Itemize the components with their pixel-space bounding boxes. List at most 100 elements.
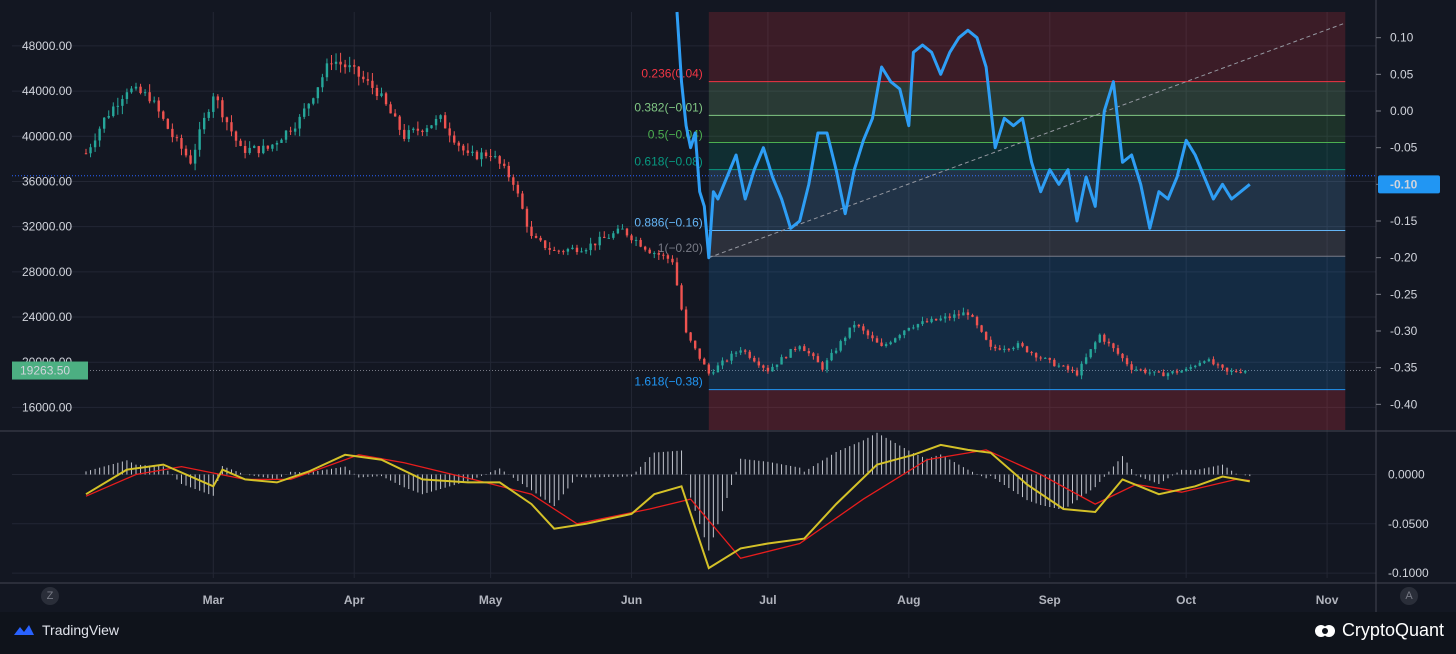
auto-scale-button[interactable]: A: [1400, 587, 1418, 605]
candle-body: [412, 128, 415, 131]
candle-body: [793, 348, 797, 350]
ratio-tick-label: 0.05: [1390, 67, 1414, 81]
candle-body: [125, 92, 129, 100]
candle-body: [1221, 364, 1224, 368]
cryptoquant-icon: [1314, 624, 1335, 637]
candle-body: [439, 115, 442, 119]
fib-level-label: 1.618(−0.38): [634, 375, 702, 389]
candle-body: [443, 115, 447, 129]
candle-body: [998, 348, 1001, 350]
candle-body: [1162, 372, 1165, 377]
candle-body: [307, 103, 310, 109]
candle-body: [471, 151, 474, 153]
candle-body: [171, 128, 174, 138]
candle-body: [330, 63, 333, 65]
zoom-reset-button[interactable]: Z: [41, 587, 59, 605]
candle-body: [371, 80, 374, 88]
candle-body: [875, 338, 879, 343]
candle-body: [894, 338, 897, 343]
candle-body: [1112, 343, 1115, 349]
candle-body: [248, 147, 251, 153]
time-tick-label: May: [479, 593, 503, 607]
candle-body: [162, 111, 165, 119]
candle-body: [666, 255, 670, 259]
candle-body: [266, 145, 270, 149]
fib-zone: [708, 230, 1346, 257]
candle-body: [393, 113, 397, 117]
candle-body: [684, 309, 688, 333]
candle-body: [962, 312, 965, 316]
candle-body: [375, 87, 379, 96]
candle-body: [1153, 371, 1156, 373]
candle-body: [107, 115, 110, 118]
time-tick-label: Oct: [1176, 593, 1196, 607]
candle-body: [1230, 370, 1233, 372]
candle-body: [784, 357, 788, 359]
candle-body: [234, 131, 238, 141]
candle-body: [1157, 371, 1161, 373]
candle-body: [112, 106, 115, 116]
candle-body: [680, 285, 683, 310]
candle-body: [1166, 373, 1170, 377]
candle-body: [93, 140, 97, 148]
ratio-tick-label: 0.10: [1390, 31, 1414, 45]
candle-body: [803, 346, 806, 352]
candle-body: [175, 137, 179, 139]
candle-body: [980, 325, 983, 332]
candle-body: [634, 239, 638, 241]
price-tick-label: 44000.00: [22, 84, 72, 98]
candle-body: [1198, 362, 1201, 366]
candle-body: [730, 353, 733, 361]
candle-body: [1034, 353, 1038, 358]
candle-body: [1053, 359, 1056, 367]
ratio-line: [675, 11, 1251, 260]
time-tick-label: Jul: [759, 593, 776, 607]
candle-body: [880, 342, 883, 347]
candle-body: [662, 254, 665, 256]
candle-body: [612, 233, 615, 238]
tradingview-logo[interactable]: TradingView: [12, 622, 119, 638]
candle-body: [293, 128, 297, 132]
candle-body: [530, 226, 533, 236]
candle-body: [598, 236, 601, 246]
candle-body: [707, 364, 711, 374]
time-tick-label: Sep: [1039, 593, 1061, 607]
candle-body: [1057, 365, 1061, 367]
candle-body: [648, 249, 651, 254]
candle-body: [284, 130, 288, 140]
candle-body: [475, 151, 479, 160]
candle-body: [771, 366, 774, 372]
candle-body: [453, 135, 456, 143]
candle-body: [630, 235, 633, 241]
candle-body: [303, 108, 306, 117]
candle-body: [534, 235, 538, 238]
candle-body: [1080, 363, 1083, 376]
candle-body: [1125, 358, 1129, 365]
candle-body: [994, 346, 997, 349]
time-tick-label: Aug: [897, 593, 920, 607]
price-tick-label: 48000.00: [22, 39, 72, 53]
candle-body: [621, 228, 624, 230]
candle-body: [89, 147, 92, 154]
candle-body: [548, 248, 551, 250]
macd-signal-line: [85, 449, 1250, 560]
candle-body: [1148, 372, 1151, 374]
candle-body: [821, 362, 824, 370]
candle-body: [1098, 334, 1101, 343]
candle-body: [348, 65, 351, 68]
candle-body: [866, 330, 870, 336]
fibonacci-retracement[interactable]: 0.236(0.04)0.382(−0.01)0.5(−0.04)0.618(−…: [634, 12, 1346, 430]
candle-body: [616, 228, 620, 234]
candle-body: [389, 104, 392, 114]
candle-body: [1030, 352, 1033, 354]
last-price-badge: [12, 361, 88, 380]
candle-body: [425, 128, 429, 133]
candle-body: [403, 129, 406, 139]
candle-body: [380, 93, 383, 96]
macd-line: [85, 443, 1250, 570]
candle-body: [1094, 342, 1097, 350]
candle-body: [1071, 369, 1074, 371]
candle-body: [421, 130, 424, 133]
candle-body: [1048, 357, 1051, 360]
candle-body: [357, 66, 360, 77]
